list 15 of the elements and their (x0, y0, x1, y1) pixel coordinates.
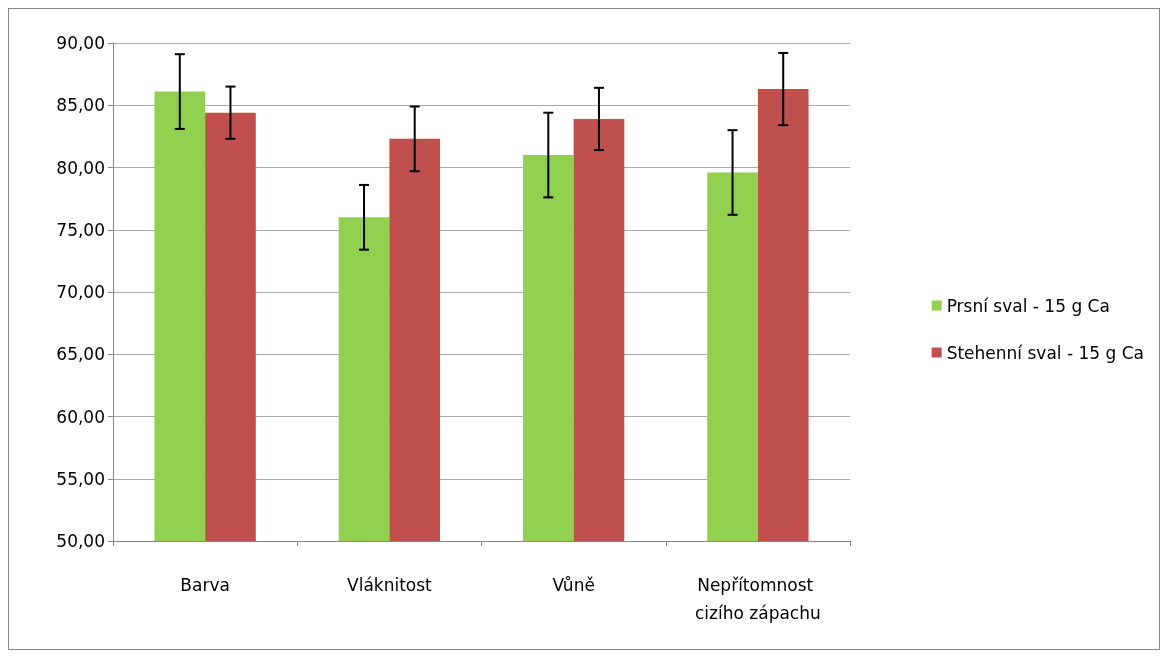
x-tick-label: Vůně (552, 575, 595, 595)
legend-label: Prsní sval - 15 g Ca (946, 295, 1110, 316)
y-tick-label: 55,00 (56, 468, 105, 489)
legend-label: Stehenní sval - 15 g Ca (946, 342, 1144, 363)
x-tick-label: Nepřítomnost cizího zápachu (695, 575, 821, 623)
y-tick-label: 80,00 (56, 157, 105, 178)
y-tick-label: 65,00 (56, 344, 105, 365)
y-tick-label: 85,00 (56, 95, 105, 116)
y-tick-label: 90,00 (56, 33, 105, 53)
y-tick-label: 75,00 (56, 219, 105, 240)
y-tick-label: 60,00 (56, 406, 105, 427)
x-tick-label: Barva (180, 575, 230, 595)
x-tick-label: Vláknitost (347, 575, 433, 595)
y-tick-label: 70,00 (56, 282, 105, 302)
y-tick-label: 50,00 (56, 531, 105, 551)
